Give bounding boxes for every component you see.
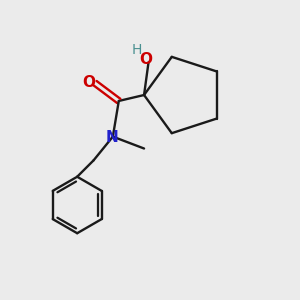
Text: O: O [140,52,153,67]
Text: H: H [132,44,142,57]
Text: O: O [82,75,95,90]
Text: N: N [106,130,118,145]
